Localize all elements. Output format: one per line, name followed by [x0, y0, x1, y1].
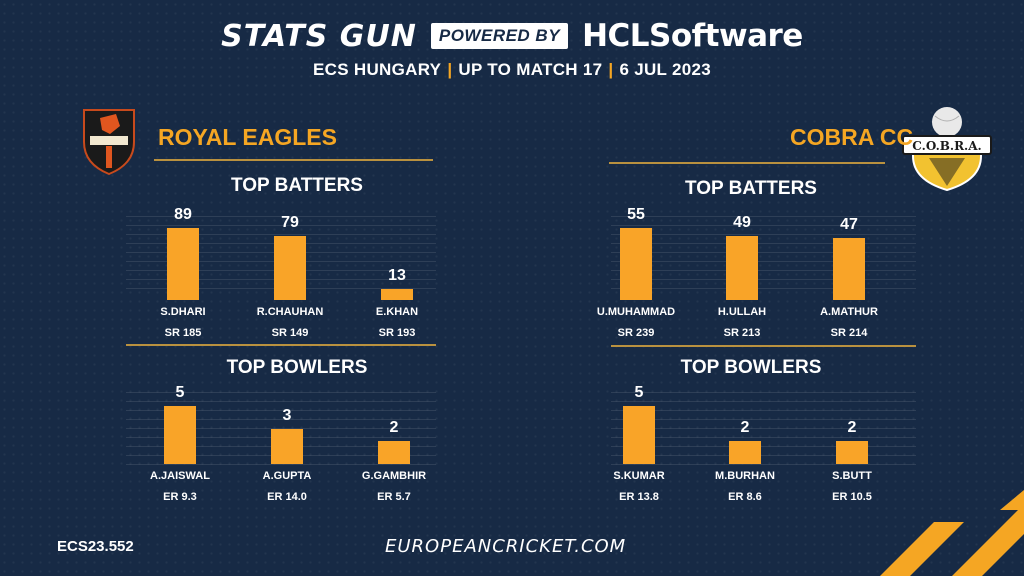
player-stat: ER 13.8	[619, 491, 659, 503]
gridlines	[611, 216, 916, 297]
bar	[726, 235, 758, 300]
data-label: 5	[175, 384, 185, 401]
bar	[167, 228, 199, 300]
bar	[378, 440, 410, 464]
gridlines	[611, 392, 916, 473]
section-title-top-bowlers: TOP BOWLERS	[226, 357, 368, 378]
player-name: E.KHAN	[375, 306, 419, 318]
stripes-decoration	[880, 490, 1024, 576]
bar	[274, 236, 306, 300]
data-label: 13	[388, 267, 406, 285]
player-stat: ER 9.3	[163, 491, 197, 503]
cobra-logo-text: C.O.B.R.A.	[912, 139, 981, 153]
data-label: 89	[174, 206, 192, 223]
player-name: S.KUMAR	[613, 470, 665, 482]
player-name: U.MUHAMMAD	[596, 306, 676, 318]
website-url: EUROPEANCRICKET.COM	[385, 536, 627, 557]
player-name: R.CHAUHAN	[256, 306, 324, 318]
partner-logo-text: HCLSoftware	[582, 18, 803, 54]
bar	[833, 238, 865, 300]
player-name: M.BURHAN	[715, 470, 775, 482]
scope-label: UP TO MATCH 17	[458, 60, 603, 79]
player-name: H.ULLAH	[717, 306, 767, 318]
team-name-royal-eagles: ROYAL EAGLES	[158, 124, 337, 150]
divider	[609, 162, 885, 164]
royal-eagles-logo	[83, 109, 135, 176]
player-stat: ER 10.5	[832, 491, 872, 503]
player-name: A.JAISWAL	[150, 470, 210, 482]
subtitle: ECS HUNGARY | UP TO MATCH 17 | 6 JUL 2023	[313, 60, 711, 79]
cobra-cc-logo: C.O.B.R.A.	[902, 107, 992, 192]
section-title-top-bowlers: TOP BOWLERS	[680, 357, 822, 378]
bar	[381, 289, 413, 300]
graphic-code: ECS23.552	[57, 538, 134, 555]
player-name: A.GUPTA	[262, 470, 312, 482]
player-stat: SR 213	[723, 327, 761, 339]
bar	[620, 228, 652, 300]
date-label: 6 JUL 2023	[619, 60, 711, 79]
data-label: 49	[733, 213, 751, 231]
divider	[611, 345, 916, 347]
player-stat: SR 214	[830, 327, 868, 339]
team-name-cobra-cc: COBRA CC	[790, 124, 914, 150]
data-label: 79	[281, 214, 299, 232]
section-title-top-batters: TOP BATTERS	[685, 178, 817, 199]
data-label: 2	[847, 418, 857, 436]
player-stat: ER 14.0	[267, 491, 307, 503]
data-label: 3	[282, 407, 292, 425]
divider	[126, 344, 436, 346]
powered-by-badge: POWERED BY	[430, 23, 569, 49]
player-name: S.BUTT	[832, 470, 872, 482]
player-stat: SR 149	[271, 327, 309, 339]
data-label: 2	[389, 418, 399, 436]
divider	[154, 159, 433, 161]
competition-label: ECS HUNGARY	[313, 60, 442, 79]
data-label: 5	[634, 384, 644, 401]
bar	[836, 440, 868, 464]
data-label: 55	[627, 206, 645, 223]
player-name: A.MATHUR	[820, 306, 878, 318]
data-label: 47	[840, 216, 858, 234]
player-stat: SR 239	[617, 327, 655, 339]
player-name: S.DHARI	[160, 306, 206, 318]
bar	[729, 440, 761, 464]
player-stat: ER 8.6	[728, 491, 762, 503]
player-stat: SR 193	[378, 327, 416, 339]
brand-title: STATS GUN	[221, 18, 417, 54]
header-brand: STATS GUN POWERED BY HCLSoftware	[0, 16, 1024, 56]
data-label: 2	[740, 418, 750, 436]
bar	[271, 429, 303, 464]
bar	[164, 406, 196, 464]
player-name: G.GAMBHIR	[361, 470, 427, 482]
player-stat: SR 185	[164, 327, 202, 339]
section-title-top-batters: TOP BATTERS	[231, 175, 363, 196]
player-stat: ER 5.7	[377, 491, 411, 503]
bar	[623, 406, 655, 464]
